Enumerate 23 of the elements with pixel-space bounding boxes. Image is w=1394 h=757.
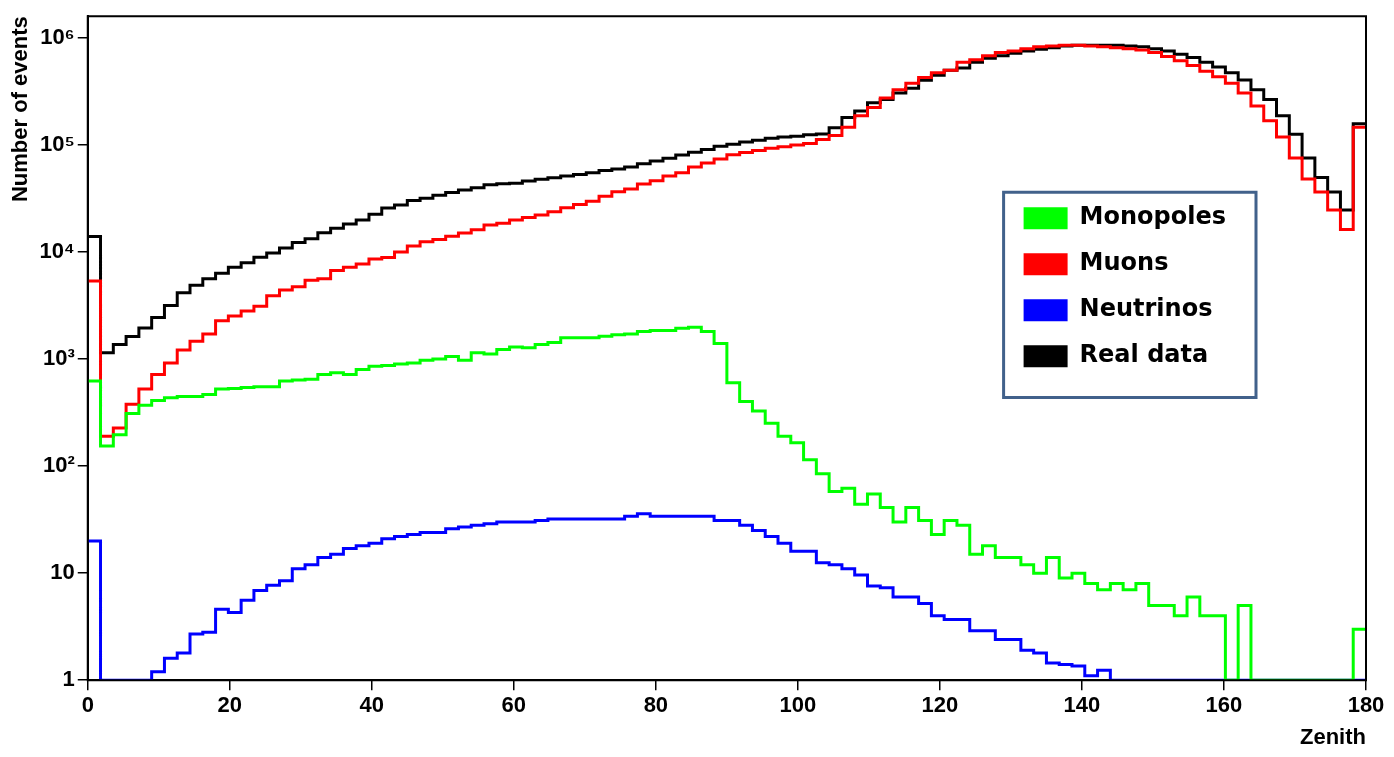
x-tick-label: 140 [1063, 692, 1101, 718]
x-tick-label: 60 [501, 692, 527, 718]
y-tick-label: 10 [50, 559, 75, 585]
y-tick-label: 10² [42, 452, 75, 478]
x-tick-label: 120 [921, 692, 959, 718]
y-tick-label: 10⁴ [39, 238, 75, 264]
x-axis-title: Zenith [1300, 723, 1366, 749]
legend-label: Real data [1079, 340, 1209, 369]
legend-label: Muons [1079, 248, 1169, 277]
y-axis-title: Number of events [7, 16, 33, 203]
x-tick-label: 180 [1347, 692, 1385, 718]
legend-label: Neutrinos [1079, 294, 1213, 323]
x-tick-label: 80 [643, 692, 669, 718]
y-tick-label: 10⁵ [39, 131, 75, 157]
x-tick-label: 100 [779, 692, 817, 718]
y-tick-label: 10³ [42, 345, 75, 371]
y-tick-label: 1 [62, 666, 75, 692]
x-tick-label: 160 [1205, 692, 1243, 718]
y-tick-label: 10⁶ [40, 24, 75, 50]
x-tick-label: 40 [359, 692, 385, 718]
x-tick-label: 0 [81, 692, 94, 718]
x-tick-label: 20 [217, 692, 243, 718]
legend-label: Monopoles [1079, 202, 1226, 231]
